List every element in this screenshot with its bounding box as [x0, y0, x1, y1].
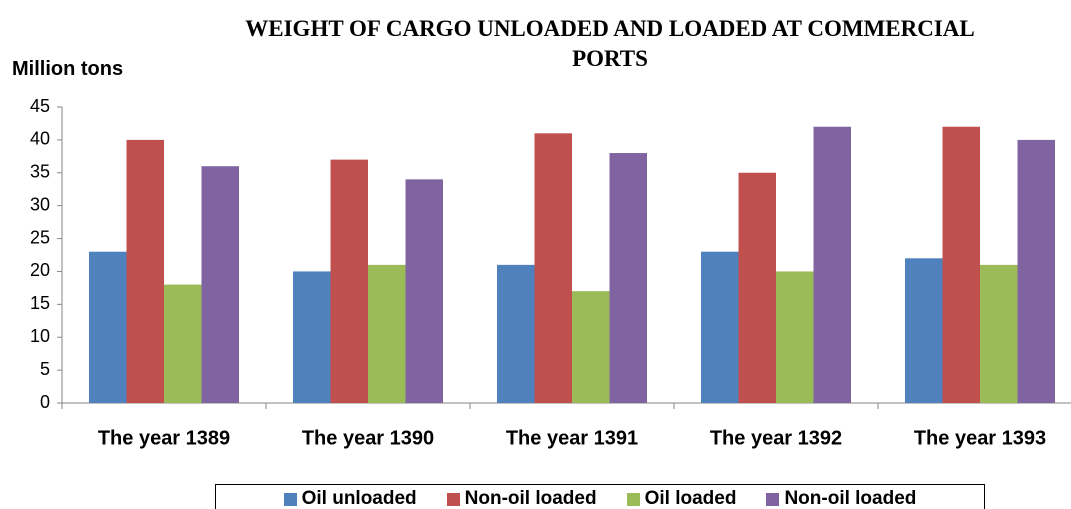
x-tick-label: The year 1389 [98, 427, 230, 449]
bar [497, 264, 535, 403]
legend-item: Non-oil loaded [446, 488, 597, 509]
y-tick-label: 25 [30, 227, 50, 247]
legend-swatch [626, 492, 640, 506]
legend-item: Non-oil loaded [766, 488, 916, 509]
y-tick-label: 40 [30, 129, 50, 149]
bar [330, 159, 368, 403]
bar [942, 126, 980, 403]
legend-swatch [283, 492, 297, 506]
chart-title: WEIGHT OF CARGO UNLOADED AND LOADED AT C… [245, 16, 975, 71]
legend-label: Oil loaded [644, 488, 737, 509]
bar [164, 284, 202, 403]
legend: Oil unloaded Non-oil loaded Oil loaded Non-… [215, 484, 985, 509]
y-tick-label: 30 [30, 194, 50, 214]
bar [905, 258, 943, 403]
bar [126, 139, 164, 403]
x-tick-label: The year 1391 [506, 427, 638, 449]
bar [405, 179, 443, 403]
y-axis-label: Million tons [12, 58, 124, 80]
bar [609, 153, 647, 403]
x-tick-label: The year 1393 [914, 427, 1046, 449]
bar [738, 172, 776, 403]
y-tick-label: 5 [40, 359, 50, 379]
bar [89, 251, 127, 403]
y-tick-label: 0 [40, 392, 50, 412]
y-tick-label: 10 [30, 326, 50, 346]
legend-item: Oil unloaded [283, 488, 417, 509]
y-tick-label: 35 [30, 162, 50, 182]
legend-label: Oil unloaded [301, 488, 417, 509]
legend-item: Oil loaded [626, 488, 737, 509]
bar [701, 251, 739, 403]
bar [201, 166, 239, 403]
legend-swatch [766, 492, 780, 506]
bar [534, 133, 572, 404]
x-tick-label: The year 1392 [710, 427, 842, 449]
legend-label: Non-oil loaded [784, 488, 917, 509]
bar [813, 126, 851, 403]
y-tick-label: 15 [30, 293, 50, 313]
bar [572, 291, 610, 403]
bar [368, 264, 406, 403]
y-tick-label: 45 [30, 96, 50, 116]
legend-label: Non-oil loaded [464, 488, 597, 509]
legend-swatch [446, 492, 460, 506]
y-tick-label: 20 [30, 260, 50, 280]
bar [776, 271, 814, 403]
bar [980, 264, 1018, 403]
bar [1017, 139, 1055, 403]
bar [293, 271, 331, 403]
x-tick-label: The year 1390 [302, 427, 434, 449]
